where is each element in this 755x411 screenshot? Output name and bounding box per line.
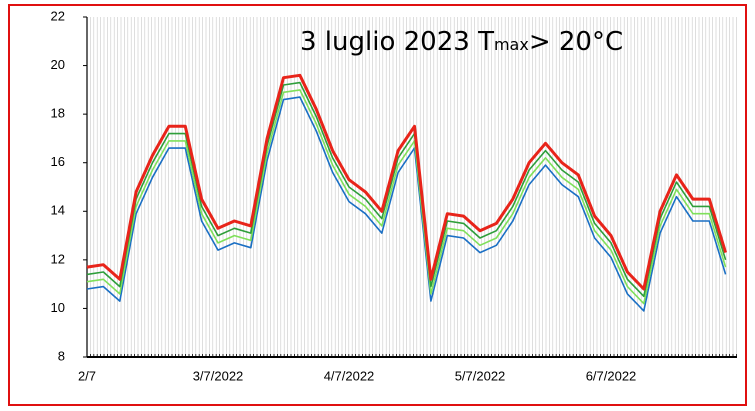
- page: {"chart_data": {"type": "line", "annotat…: [0, 0, 755, 411]
- x-tick-label: 5/7/2022: [455, 368, 506, 383]
- x-tick-label: 2/7: [78, 368, 96, 383]
- x-tick-label: 4/7/2022: [324, 368, 375, 383]
- chart: 8 10 12 14 16 18 20 22 2/7 3/7/2022 4/7/2022 5/7/20…: [0, 0, 755, 411]
- x-tick-label: 3/7/2022: [193, 368, 244, 383]
- x-tick-label: 6/7/2022: [586, 368, 637, 383]
- y-tick-label: 8: [58, 348, 65, 363]
- annotation: 3 luglio 2023 Tmax> 20°C: [300, 27, 623, 57]
- y-tick-label: 22: [51, 8, 65, 23]
- y-tick-label: 14: [51, 203, 65, 218]
- y-tick-label: 10: [51, 300, 65, 315]
- y-tick-label: 18: [51, 106, 65, 121]
- y-tick-label: 20: [51, 57, 65, 72]
- y-tick-label: 12: [51, 251, 65, 266]
- annotation-sub: max: [494, 35, 529, 54]
- y-tick-label: 16: [51, 154, 65, 169]
- annotation-text: > 20°C: [529, 27, 623, 57]
- annotation-text: 3 luglio 2023 T: [300, 27, 494, 57]
